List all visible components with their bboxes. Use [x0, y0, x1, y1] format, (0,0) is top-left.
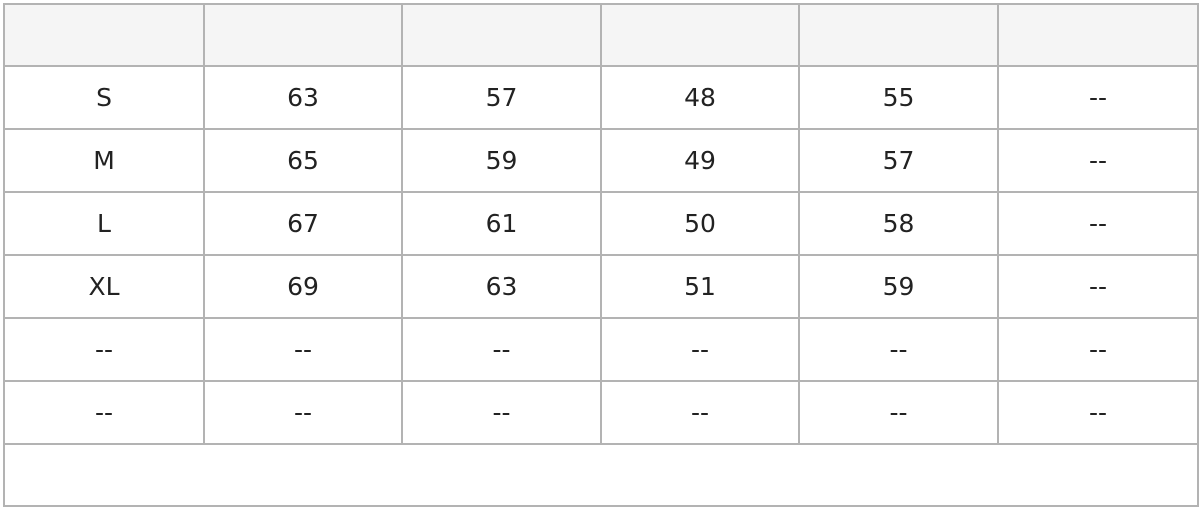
table-cell: 69	[203, 254, 403, 319]
table-cell: --	[997, 128, 1199, 193]
table-cell: M	[3, 128, 205, 193]
table-cell: --	[997, 254, 1199, 319]
table-row: S 63 57 48 55 --	[3, 65, 1199, 130]
table-row: L 67 61 50 58 --	[3, 191, 1199, 256]
table-cell: --	[997, 380, 1199, 445]
size-chart-table: S 63 57 48 55 -- M 65 59 49 57 -- L 67 61 50 58 -- XL 69 63 5…	[3, 3, 1199, 507]
table-cell: --	[401, 317, 602, 382]
table-cell: 50	[600, 191, 800, 256]
table-cell: --	[203, 317, 403, 382]
table-cell	[401, 3, 602, 67]
table-cell: --	[997, 191, 1199, 256]
table-cell: --	[401, 380, 602, 445]
table-cell: --	[3, 317, 205, 382]
table-cell: 51	[600, 254, 800, 319]
table-row: -- -- -- -- -- --	[3, 380, 1199, 445]
table-cell	[997, 3, 1199, 67]
table-cell	[203, 3, 403, 67]
table-cell: 59	[798, 254, 999, 319]
table-cell: 65	[203, 128, 403, 193]
table-cell: 55	[798, 65, 999, 130]
table-row: XL 69 63 51 59 --	[3, 254, 1199, 319]
table-cell: --	[997, 317, 1199, 382]
table-cell: 48	[600, 65, 800, 130]
table-cell	[3, 3, 205, 67]
table-cell: 57	[401, 65, 602, 130]
table-footer-cell	[3, 443, 1199, 507]
table-cell: 63	[203, 65, 403, 130]
table-cell: --	[997, 65, 1199, 130]
table-cell: --	[3, 380, 205, 445]
table-row: -- -- -- -- -- --	[3, 317, 1199, 382]
table-cell: 49	[600, 128, 800, 193]
table-cell: 58	[798, 191, 999, 256]
table-cell: 67	[203, 191, 403, 256]
table-row: M 65 59 49 57 --	[3, 128, 1199, 193]
table-cell: --	[798, 317, 999, 382]
table-cell: --	[203, 380, 403, 445]
table-cell: 61	[401, 191, 602, 256]
table-cell: 63	[401, 254, 602, 319]
table-cell: S	[3, 65, 205, 130]
table-cell: XL	[3, 254, 205, 319]
table-header-row	[3, 3, 1199, 67]
table-cell: --	[798, 380, 999, 445]
table-cell: L	[3, 191, 205, 256]
table-cell: --	[600, 317, 800, 382]
table-cell: 57	[798, 128, 999, 193]
table-cell: --	[600, 380, 800, 445]
table-footer-row	[3, 443, 1199, 507]
table-cell	[798, 3, 999, 67]
table-cell	[600, 3, 800, 67]
table-cell: 59	[401, 128, 602, 193]
